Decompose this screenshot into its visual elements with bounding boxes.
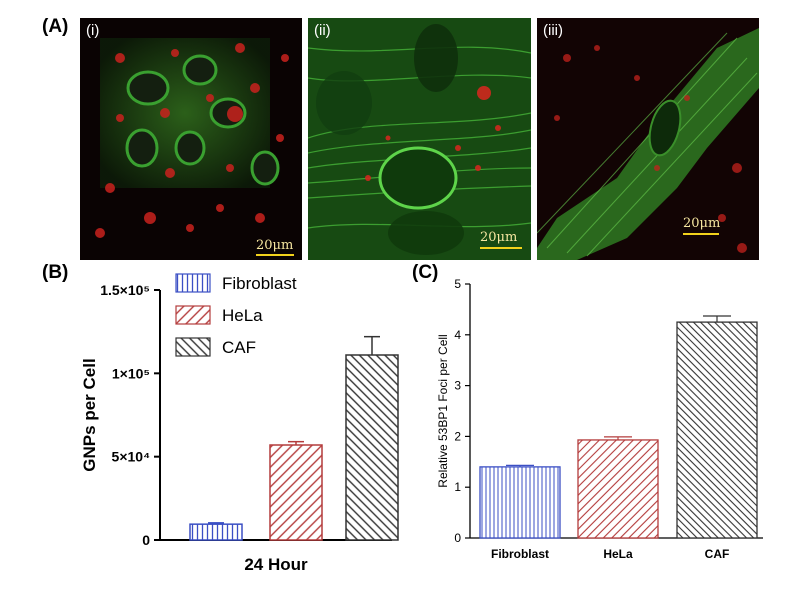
chart-c-ylabel: Relative 53BP1 Foci per Cell xyxy=(436,334,450,487)
chart-b-legend-swatch xyxy=(175,273,211,293)
panel-c-label: (C) xyxy=(412,262,439,283)
chart-c-bar-hela xyxy=(577,439,659,539)
scale-bar-ii-label: 20μm xyxy=(480,230,518,245)
micrograph-i-label: (i) xyxy=(86,22,100,39)
scale-bar-i xyxy=(256,254,294,256)
chart-b-ylabel: GNPs per Cell xyxy=(80,358,99,471)
chart-c-xtick-label: Fibroblast xyxy=(491,547,549,561)
chart-c-ytick-label: 4 xyxy=(454,328,461,342)
chart-c-ytick-label: 5 xyxy=(454,277,461,291)
chart-b-ytick-label: 5×10⁴ xyxy=(112,449,151,465)
chart-c-bar-caf xyxy=(676,321,758,539)
chart-b-ytick-label: 1.5×10⁵ xyxy=(100,282,150,298)
scale-bar-ii xyxy=(480,247,522,249)
chart-c-xtick-label: HeLa xyxy=(603,547,633,561)
scale-bar-iii xyxy=(683,233,719,235)
chart-b-legend-label: Fibroblast xyxy=(222,274,297,293)
panel-b-label: (B) xyxy=(42,262,69,283)
scale-bar-i-label: 20μm xyxy=(256,238,294,253)
scale-bar-iii-label: 20μm xyxy=(683,216,721,231)
chart-b-bar-caf xyxy=(345,354,399,541)
chart-c-ytick-label: 1 xyxy=(454,480,461,494)
chart-c-xtick-label: CAF xyxy=(705,547,730,561)
chart-c-ytick-label: 0 xyxy=(454,531,461,545)
micrograph-iii: (iii) 20μm xyxy=(537,18,759,260)
chart-b-ytick-label: 1×10⁵ xyxy=(112,365,150,381)
chart-b-bar-fibroblast xyxy=(189,523,243,541)
micrograph-ii-label: (ii) xyxy=(314,22,331,39)
chart-b-bar-hela xyxy=(269,444,323,541)
chart-c-ytick-label: 3 xyxy=(454,379,461,393)
chart-b-legend-label: CAF xyxy=(222,338,256,357)
chart-b-legend-swatch xyxy=(175,305,211,325)
chart-b-ytick-label: 0 xyxy=(142,532,150,548)
chart-b-legend-swatch xyxy=(175,337,211,357)
panel-a-label: (A) xyxy=(42,16,69,37)
micrograph-i: (i) 20μm xyxy=(80,18,302,260)
micrograph-iii-label: (iii) xyxy=(543,22,563,39)
chart-b-xlabel: 24 Hour xyxy=(244,555,308,574)
chart-b-legend-label: HeLa xyxy=(222,306,263,325)
chart-c-ytick-label: 2 xyxy=(454,429,461,443)
micrograph-ii: (ii) 20μm xyxy=(308,18,531,260)
chart-c-bar-fibroblast xyxy=(479,466,561,539)
